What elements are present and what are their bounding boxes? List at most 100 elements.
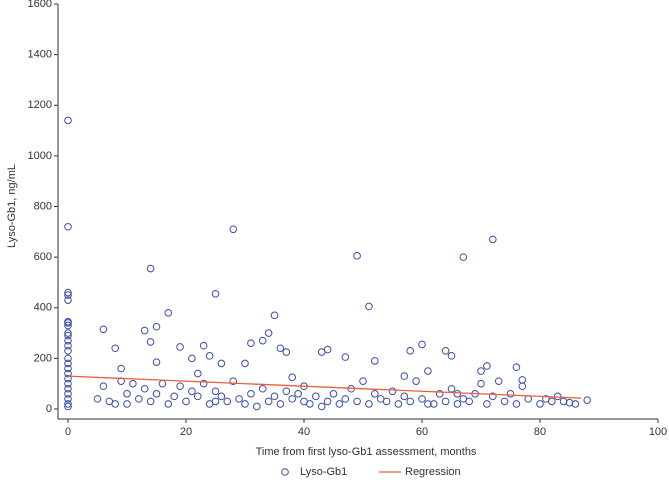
data-point: [182, 397, 190, 406]
data-point: [64, 390, 72, 398]
data-point: [264, 329, 273, 337]
data-point: [64, 346, 72, 355]
y-axis-label: Lyso-Gb1, ng/mL: [6, 164, 18, 248]
data-point: [211, 290, 220, 298]
data-point: [140, 326, 149, 335]
data-point: [424, 400, 432, 408]
y-tick-label: 1200: [28, 99, 52, 111]
data-point: [258, 384, 267, 393]
data-point: [223, 397, 232, 406]
x-tick-label: 40: [298, 426, 310, 438]
data-point: [99, 382, 108, 391]
data-point: [376, 395, 385, 403]
data-point: [247, 390, 255, 398]
data-point: [111, 344, 119, 353]
data-point: [282, 387, 291, 396]
data-point: [536, 400, 544, 408]
data-point: [494, 377, 503, 385]
legend-label: Lyso-Gb1: [300, 466, 347, 478]
y-tick-label: 1400: [28, 49, 52, 61]
data-point: [353, 252, 361, 260]
data-point: [64, 288, 72, 297]
legend-label: Regression: [405, 466, 461, 478]
data-point: [353, 397, 361, 406]
data-point: [371, 390, 379, 398]
data-point: [123, 390, 131, 398]
data-point: [441, 346, 450, 355]
data-point: [512, 363, 521, 372]
x-axis-label: Time from first lyso-Gb1 assessment, mon…: [256, 446, 477, 458]
data-point: [553, 392, 562, 401]
data-point: [264, 397, 273, 406]
data-point: [477, 367, 485, 375]
data-point: [217, 359, 226, 368]
data-point: [447, 352, 456, 360]
data-point: [152, 390, 161, 398]
data-point: [64, 400, 72, 408]
data-point: [229, 377, 237, 385]
data-point: [64, 336, 72, 345]
data-point: [323, 345, 332, 354]
data-point: [64, 364, 72, 373]
data-point: [64, 402, 72, 411]
data-point: [453, 400, 462, 408]
data-point: [258, 336, 267, 345]
data-point: [235, 395, 243, 403]
data-point: [453, 390, 462, 398]
data-point: [418, 395, 426, 403]
data-point: [365, 400, 373, 408]
data-point: [365, 302, 373, 311]
data-point: [288, 395, 297, 403]
data-point: [542, 395, 550, 403]
data-point: [583, 396, 592, 404]
data-point: [276, 344, 285, 353]
data-point: [518, 376, 527, 384]
data-point: [170, 392, 178, 401]
data-point: [64, 359, 72, 368]
data-point: [164, 309, 173, 317]
data-point: [211, 387, 220, 396]
x-tick-label: 60: [416, 426, 428, 438]
y-tick-label: 0: [46, 403, 52, 415]
data-point: [194, 369, 202, 378]
data-point: [394, 400, 403, 408]
data-point: [64, 222, 72, 231]
data-point: [241, 359, 249, 368]
x-tick-label: 100: [649, 426, 667, 438]
y-tick-label: 600: [34, 251, 52, 263]
data-point: [477, 379, 485, 388]
data-point: [489, 235, 497, 244]
data-point: [406, 397, 415, 406]
data-point: [129, 379, 137, 388]
data-point: [459, 253, 468, 261]
data-point: [306, 400, 314, 408]
data-point: [341, 353, 350, 361]
data-point: [418, 340, 426, 349]
data-point: [99, 325, 108, 334]
data-point: [164, 400, 173, 408]
data-point: [430, 400, 438, 408]
data-point: [241, 400, 249, 408]
data-point: [93, 395, 102, 403]
data-point: [412, 377, 420, 385]
data-point: [323, 397, 332, 406]
data-point: [64, 321, 72, 330]
data-point: [247, 339, 255, 347]
data-point: [188, 387, 196, 396]
data-point: [64, 319, 72, 327]
data-point: [135, 395, 143, 403]
data-point: [500, 397, 509, 406]
data-point: [270, 311, 279, 320]
data-point: [317, 402, 326, 411]
data-point: [205, 352, 214, 360]
data-point: [335, 400, 344, 408]
data-point: [406, 346, 415, 355]
data-point: [152, 358, 161, 366]
data-point: [371, 357, 379, 365]
data-point: [282, 348, 291, 356]
data-point: [424, 367, 432, 375]
data-point: [312, 392, 320, 401]
data-point: [64, 354, 72, 363]
data-point: [64, 341, 72, 350]
data-point: [140, 384, 149, 393]
